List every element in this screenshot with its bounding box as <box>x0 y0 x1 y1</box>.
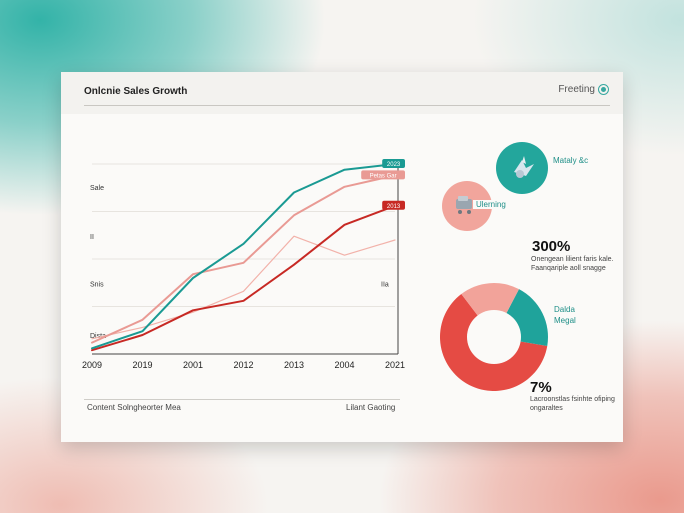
series-end-label: 2023 <box>387 162 401 168</box>
donut-label: Dalda Megal <box>554 304 576 326</box>
donut-slice <box>461 283 519 337</box>
series-line <box>91 163 396 350</box>
donut-chart <box>440 283 548 392</box>
footer-divider <box>84 399 400 400</box>
header-divider <box>84 105 610 106</box>
series-end-badge <box>382 200 405 210</box>
y-tick-label: II <box>90 234 94 241</box>
footer-right-text: Lilant Gaoting <box>346 403 396 412</box>
header-link[interactable]: Freeting <box>558 84 609 95</box>
series-line <box>91 235 396 340</box>
pink-bubble-label: Ulerning <box>473 200 509 209</box>
stat-share-note: Lacroonstlas fsinhte ofiping ongaraltes <box>530 396 615 412</box>
y-tick-label: Sale <box>90 185 104 192</box>
stat-growth-note: Onengean lilient faris kale. Faanqariple… <box>531 256 614 272</box>
x-tick-label: 2013 <box>284 360 304 370</box>
x-tick-label: 2021 <box>385 360 405 370</box>
x-tick-label: 2019 <box>132 360 152 370</box>
footer-left-text: Content Solngheorter Mea <box>87 403 181 412</box>
cart-icon <box>456 196 472 214</box>
series-end-badge <box>382 159 405 168</box>
series-line <box>91 204 396 352</box>
chart-title: Onlcnie Sales Growth <box>84 86 188 97</box>
bird-icon <box>514 156 534 178</box>
series-end-badge <box>361 170 405 180</box>
x-tick-label: 2004 <box>334 360 354 370</box>
header-link-label: Freeting <box>558 84 595 95</box>
series-end-label: Petas Gar <box>370 173 397 179</box>
donut-label-line2: Megal <box>554 316 576 325</box>
pink-bubble <box>442 181 492 231</box>
line-chart: 2009 2019 2001 2012 2013 2004 2021 Sale II Snis Di… <box>82 159 405 370</box>
series-end-label: 2013 <box>387 204 401 210</box>
x-tick-label: 2009 <box>82 360 102 370</box>
card-header: Onlcnie Sales Growth Freeting <box>61 72 623 114</box>
x-tick-label: 2012 <box>233 360 253 370</box>
teal-bubble-label: Mataly &c <box>553 156 589 165</box>
series-line <box>91 174 396 344</box>
x-tick-label: 2001 <box>183 360 203 370</box>
target-icon <box>598 84 609 95</box>
teal-bubble <box>496 142 548 194</box>
donut-label-line1: Dalda <box>554 305 575 314</box>
stat-share-value: 7% <box>530 379 552 396</box>
right-tick-label: IIa <box>381 282 389 289</box>
y-tick-label: Dista <box>90 333 106 340</box>
y-tick-label: Snis <box>90 282 104 289</box>
pink-bubble-text: Ulerning <box>476 200 506 209</box>
stat-growth-value: 300% <box>532 238 571 255</box>
dashboard-card: Onlcnie Sales Growth Freeting 2009 2019 20… <box>61 72 623 442</box>
